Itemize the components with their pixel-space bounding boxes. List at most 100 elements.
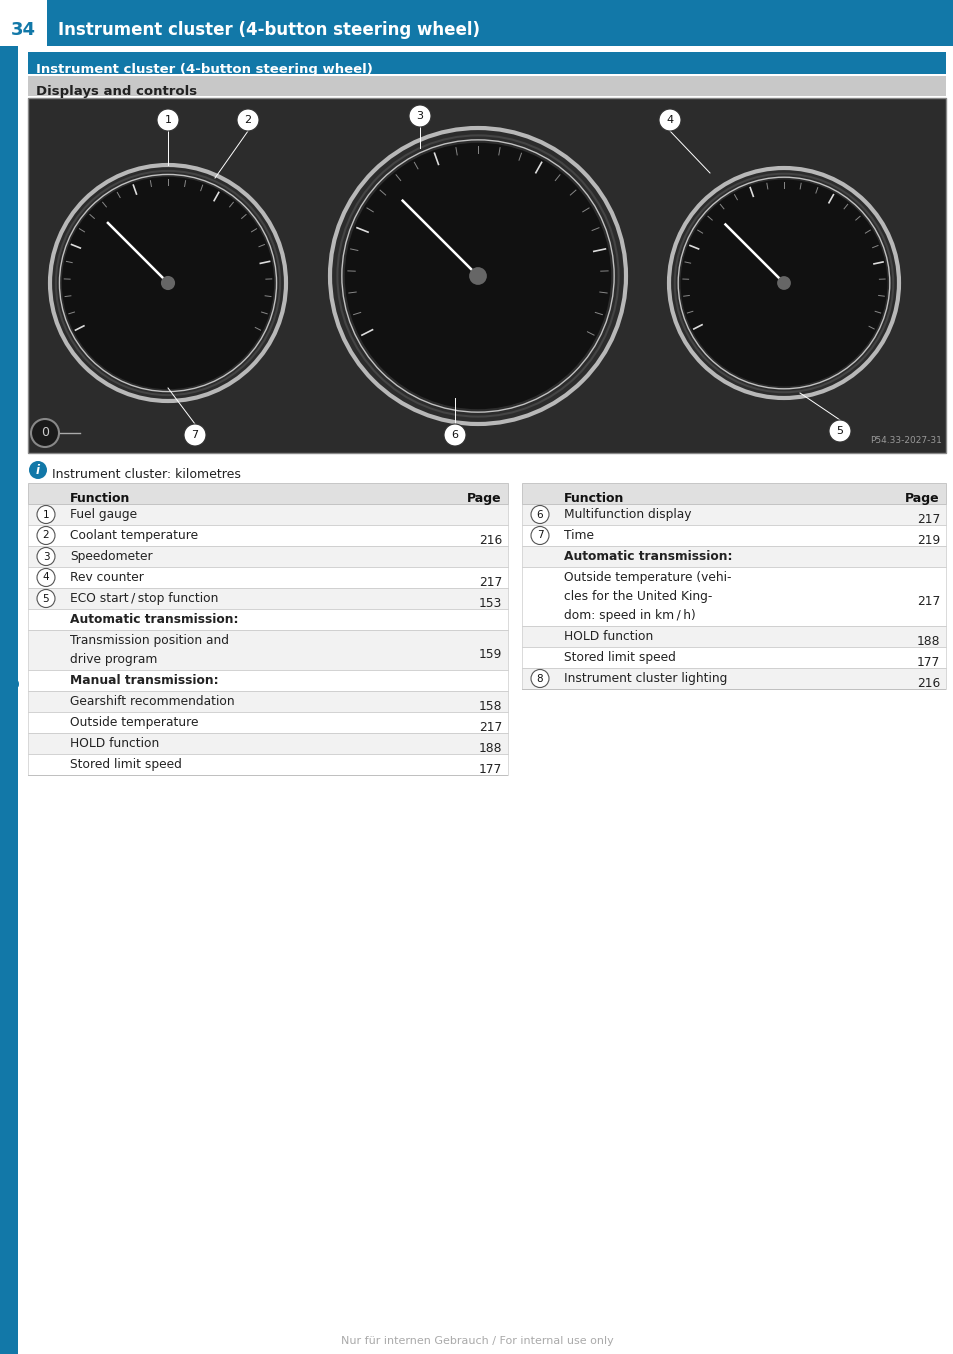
Text: Automatic transmission:: Automatic transmission: <box>70 613 238 626</box>
Text: 7: 7 <box>537 531 543 540</box>
Text: 2: 2 <box>43 531 50 540</box>
Circle shape <box>37 547 55 566</box>
Text: Gearshift recommendation: Gearshift recommendation <box>70 695 234 708</box>
Text: ECO start / stop function: ECO start / stop function <box>70 592 218 605</box>
Bar <box>28 712 507 733</box>
Circle shape <box>184 424 206 445</box>
Text: 216: 216 <box>916 677 939 691</box>
Text: Function: Function <box>70 492 131 505</box>
Text: 4: 4 <box>666 115 673 125</box>
Text: 2: 2 <box>244 115 252 125</box>
Bar <box>28 483 507 504</box>
Text: HOLD function: HOLD function <box>70 737 159 750</box>
Circle shape <box>29 460 47 479</box>
Circle shape <box>37 569 55 586</box>
Text: 217: 217 <box>916 513 939 525</box>
Text: 5: 5 <box>836 427 842 436</box>
Text: Stored limit speed: Stored limit speed <box>563 651 675 663</box>
Bar <box>521 504 945 525</box>
Text: Instrument cluster (4-button steering wheel): Instrument cluster (4-button steering wh… <box>36 62 373 76</box>
Text: Stored limit speed: Stored limit speed <box>70 758 182 770</box>
Circle shape <box>828 420 850 441</box>
Circle shape <box>409 106 431 127</box>
Bar <box>0 0 953 46</box>
Bar <box>28 630 507 670</box>
Text: dom: speed in km / h): dom: speed in km / h) <box>563 609 695 621</box>
Text: 1: 1 <box>164 115 172 125</box>
Bar <box>28 754 507 774</box>
Text: Function: Function <box>563 492 623 505</box>
Bar <box>521 567 945 626</box>
Text: Instrument cluster: kilometres: Instrument cluster: kilometres <box>52 467 240 481</box>
Text: drive program: drive program <box>70 653 157 666</box>
Text: Speedometer: Speedometer <box>70 550 152 563</box>
Circle shape <box>659 110 680 131</box>
Text: 217: 217 <box>916 594 939 608</box>
Text: 3: 3 <box>416 111 423 121</box>
Bar <box>28 546 507 567</box>
Text: 4: 4 <box>43 573 50 582</box>
Bar <box>28 51 945 74</box>
Bar <box>521 525 945 546</box>
Circle shape <box>531 527 548 544</box>
Circle shape <box>443 424 465 445</box>
Circle shape <box>531 669 548 688</box>
Text: Automatic transmission:: Automatic transmission: <box>563 550 732 563</box>
Circle shape <box>157 110 179 131</box>
Circle shape <box>236 110 258 131</box>
Text: P54.33-2027-31: P54.33-2027-31 <box>869 436 941 445</box>
Circle shape <box>62 177 274 389</box>
Bar <box>521 546 945 567</box>
Text: 217: 217 <box>478 720 501 734</box>
Bar <box>521 626 945 647</box>
Text: Coolant temperature: Coolant temperature <box>70 529 198 542</box>
Circle shape <box>777 276 790 290</box>
Text: 7: 7 <box>192 431 198 440</box>
Text: 159: 159 <box>478 649 501 662</box>
Text: Nur für internen Gebrauch / For internal use only: Nur für internen Gebrauch / For internal… <box>340 1336 613 1346</box>
Text: Page: Page <box>904 492 939 505</box>
Bar <box>28 670 507 691</box>
Circle shape <box>30 418 59 447</box>
Circle shape <box>37 527 55 544</box>
Text: Manual transmission:: Manual transmission: <box>70 674 218 686</box>
Text: HOLD function: HOLD function <box>563 630 653 643</box>
Circle shape <box>679 180 886 386</box>
Circle shape <box>469 267 486 284</box>
Bar <box>0 0 18 1354</box>
Text: 3: 3 <box>43 551 50 562</box>
Text: Instrument cluster lighting: Instrument cluster lighting <box>563 672 726 685</box>
Circle shape <box>344 142 611 409</box>
Bar <box>28 97 945 454</box>
Text: i: i <box>36 463 40 477</box>
Text: 177: 177 <box>916 655 939 669</box>
Text: 219: 219 <box>916 533 939 547</box>
Text: Page: Page <box>467 492 501 505</box>
Bar <box>47 0 49 46</box>
Bar <box>28 97 945 454</box>
Text: 217: 217 <box>478 575 501 589</box>
Text: Outside temperature: Outside temperature <box>70 716 198 728</box>
Circle shape <box>37 589 55 608</box>
Bar <box>28 567 507 588</box>
Text: 34: 34 <box>10 22 35 39</box>
Text: Instrument cluster (4-button steering wheel): Instrument cluster (4-button steering wh… <box>58 22 479 39</box>
Text: At a glance: At a glance <box>6 636 20 724</box>
Text: Outside temperature (vehi-: Outside temperature (vehi- <box>563 571 731 584</box>
Text: 188: 188 <box>478 742 501 756</box>
Bar <box>28 76 945 96</box>
Text: Transmission position and: Transmission position and <box>70 634 229 647</box>
Text: 188: 188 <box>916 635 939 649</box>
Text: 5: 5 <box>43 593 50 604</box>
Circle shape <box>161 276 175 290</box>
Text: Rev counter: Rev counter <box>70 571 144 584</box>
Text: Fuel gauge: Fuel gauge <box>70 508 137 521</box>
Text: 1: 1 <box>43 509 50 520</box>
Text: 177: 177 <box>478 764 501 776</box>
Bar <box>28 733 507 754</box>
Text: 0: 0 <box>41 427 49 440</box>
Text: cles for the United King-: cles for the United King- <box>563 590 712 603</box>
Text: 216: 216 <box>478 533 501 547</box>
Bar <box>28 525 507 546</box>
Bar <box>521 647 945 668</box>
